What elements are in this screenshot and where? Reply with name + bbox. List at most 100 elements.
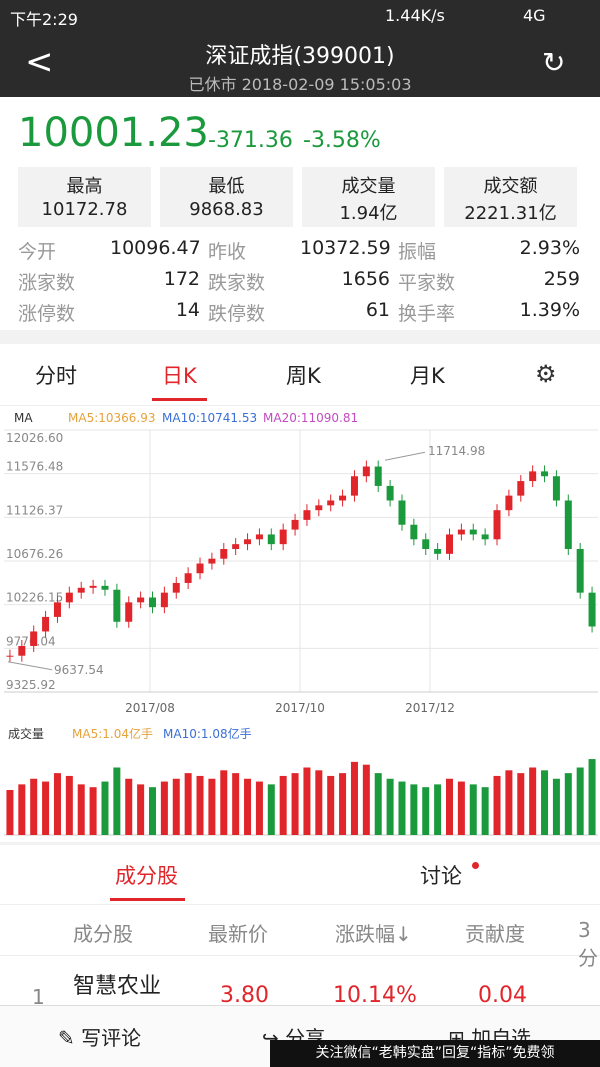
volume-bar	[576, 767, 584, 835]
share-button[interactable]: ↪ 分享	[262, 1026, 326, 1050]
annotation: 11714.98	[428, 444, 485, 458]
refresh-button[interactable]: ↻	[542, 46, 566, 79]
tab-indicator	[152, 398, 207, 401]
candle	[6, 655, 14, 657]
stock-name[interactable]: 智慧农业	[73, 974, 162, 999]
volume-bar	[339, 773, 347, 835]
volume-bar	[89, 787, 97, 835]
annotation-line	[384, 451, 426, 461]
y-tick-label: 12026.60	[6, 431, 63, 445]
candle	[267, 534, 275, 545]
badge	[472, 862, 479, 869]
volume-bar	[160, 781, 168, 835]
volume-bar	[149, 787, 156, 835]
settings-button[interactable]: ⚙	[535, 360, 557, 388]
volume-bar	[220, 770, 228, 835]
detail-label: 换手率	[398, 303, 456, 325]
kline-chart: MA MA5:10366.93 MA10:10741.53 MA20:11090…	[0, 405, 600, 836]
volume-bar	[386, 778, 394, 835]
table-header: 贡献度	[465, 922, 525, 946]
candle	[446, 534, 453, 554]
candle	[564, 500, 572, 549]
watermark: 关注微信“老韩实盘”回复“指标”免费领	[270, 1040, 600, 1067]
volume-bar	[208, 778, 216, 835]
candle	[493, 510, 501, 540]
volume-bar	[529, 767, 537, 835]
volume-bar	[481, 787, 489, 835]
comment-button[interactable]: ✎ 写评论	[58, 1026, 142, 1050]
detail-value: 259	[543, 268, 580, 290]
candle	[160, 592, 168, 608]
annotation-line	[7, 661, 53, 671]
candle	[208, 558, 216, 564]
divider	[0, 955, 600, 956]
detail-label: 跌家数	[208, 272, 266, 294]
volume-bar	[374, 773, 382, 835]
y-tick-label: 10226.15	[6, 591, 63, 605]
candle	[184, 573, 192, 583]
tab[interactable]: 月K	[410, 364, 445, 388]
candle	[113, 589, 121, 622]
tab[interactable]: 分时	[35, 364, 77, 388]
candle	[588, 592, 596, 627]
divider	[0, 842, 600, 845]
candle	[434, 548, 442, 554]
tab[interactable]: 日K	[162, 364, 197, 388]
volume-bar	[125, 778, 133, 835]
candle	[18, 646, 26, 656]
sub-tab[interactable]: 讨论	[420, 864, 462, 888]
volume-bar	[398, 781, 406, 835]
stat-box	[302, 167, 435, 227]
stat-box	[18, 167, 151, 227]
stat-label: 最低	[208, 176, 245, 197]
price: 10001.23	[18, 110, 209, 156]
candle	[469, 529, 477, 535]
tab[interactable]: 周K	[286, 364, 321, 388]
subtitle: 已休市 2018-02-09 15:05:03	[188, 75, 412, 94]
candle	[279, 529, 287, 545]
candle	[149, 597, 156, 608]
table-header: 3分	[578, 918, 598, 970]
sub-tab[interactable]: 成分股	[115, 864, 178, 888]
ma10: MA10:10741.53	[162, 411, 257, 425]
volume-bar	[350, 761, 358, 835]
volume-bar	[410, 784, 418, 835]
volume-bar	[505, 770, 513, 835]
candle	[398, 500, 406, 525]
table-header: 最新价	[208, 922, 268, 946]
top-bar	[0, 0, 600, 97]
candle	[65, 592, 73, 603]
detail-label: 振幅	[398, 241, 437, 263]
volume-bar	[315, 770, 323, 835]
detail-label: 今开	[18, 241, 57, 263]
volume-bar	[172, 778, 180, 835]
volume-label: 成交量	[8, 726, 44, 741]
volume-bar	[267, 784, 275, 835]
candle	[291, 519, 299, 530]
volume-bar	[65, 775, 73, 835]
candle	[422, 539, 430, 549]
volume-bar	[30, 778, 38, 835]
change: -371.36	[208, 128, 293, 153]
x-tick-label: 2017/08	[125, 701, 175, 715]
candle	[196, 563, 204, 574]
comment-label: 写评论	[81, 1026, 142, 1050]
volume-bar	[541, 770, 549, 835]
volume-bar	[101, 781, 109, 835]
volume-bar	[493, 775, 501, 835]
detail-value: 2.93%	[519, 237, 580, 259]
back-button[interactable]: <	[25, 42, 54, 82]
detail-value: 14	[175, 299, 200, 321]
candle	[89, 585, 97, 588]
candle	[172, 582, 180, 593]
network: 4G	[523, 6, 546, 25]
detail-label: 跌停数	[208, 303, 266, 325]
stat-label: 成交量	[341, 176, 396, 197]
candle	[529, 471, 537, 482]
y-tick-label: 9325.92	[6, 678, 56, 692]
volume-bar	[255, 781, 263, 835]
y-tick-label: 11126.37	[6, 503, 63, 517]
volume-bar	[77, 784, 85, 835]
volume-bar	[244, 778, 252, 835]
